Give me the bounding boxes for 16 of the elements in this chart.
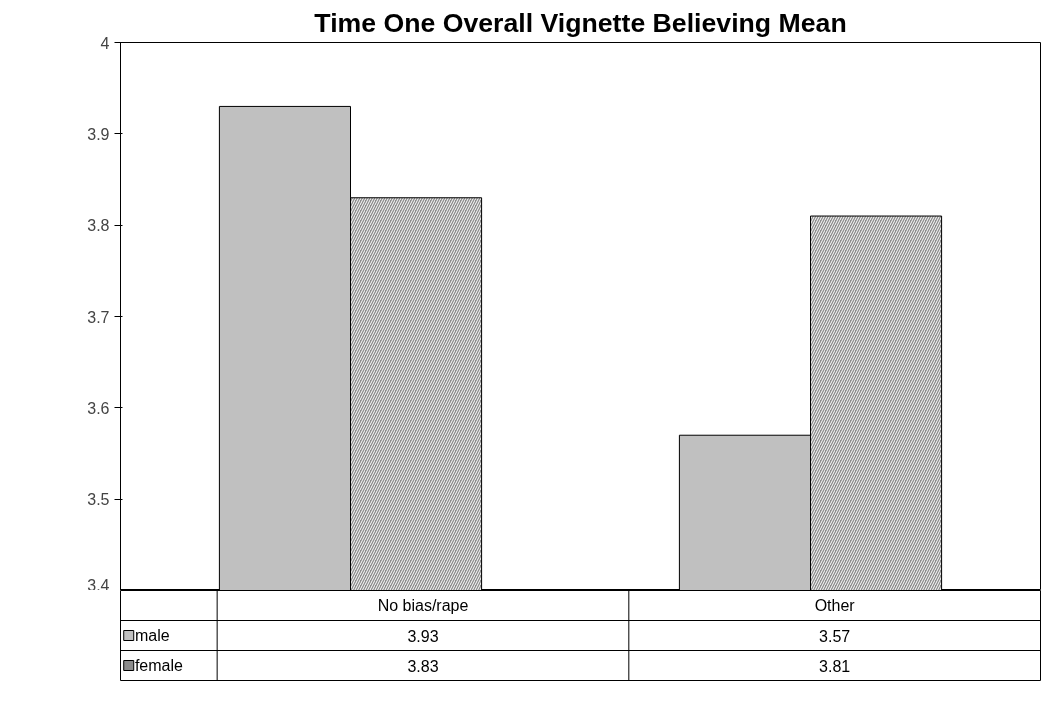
y-tick-label: 3.8 [87, 217, 110, 235]
y-tick-label: 3.5 [87, 491, 110, 509]
x-tick-label: No bias/rape [377, 597, 469, 614]
chart-title: Time One Overall Vignette Believing Mean [314, 7, 847, 38]
x-tick-label: Other [814, 597, 856, 614]
y-tick-label: 4 [100, 34, 110, 52]
data-label: 3.57 [819, 627, 851, 645]
y-tick-label: 3.7 [87, 308, 110, 326]
legend-label: female [134, 657, 184, 674]
data-label: 3.93 [407, 627, 439, 645]
y-tick-label: 3.4 [87, 576, 110, 594]
y-tick-label: 3.9 [87, 125, 110, 143]
data-label: 3.83 [407, 657, 439, 675]
legend-label: male [134, 627, 170, 644]
data-label: 3.81 [819, 657, 851, 675]
y-tick-label: 3.6 [87, 399, 110, 417]
